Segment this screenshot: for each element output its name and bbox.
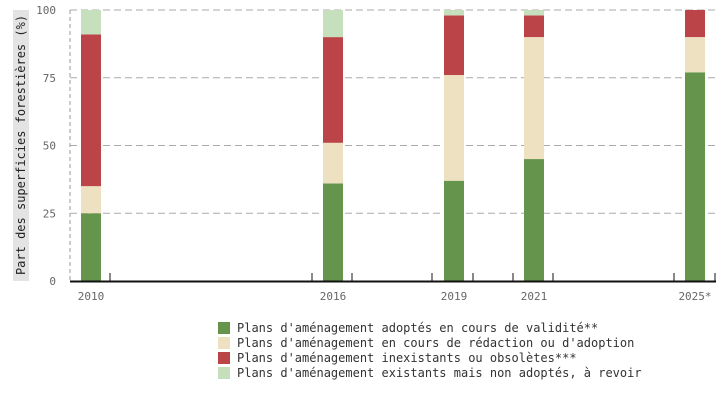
legend-label: Plans d'aménagement adoptés en cours de …	[237, 320, 599, 335]
bar-segment	[524, 15, 544, 38]
legend-item-adopted: Plans d'aménagement adoptés en cours de …	[218, 320, 642, 335]
legend-label: Plans d'aménagement inexistants ou obsol…	[237, 350, 577, 365]
y-tick-label: 50	[43, 140, 56, 153]
stacked-bar-chart: 0 25 50 75 100 2010 2016 2019 2021 2025*	[36, 4, 716, 303]
legend-item-to-review: Plans d'aménagement existants mais non a…	[218, 365, 642, 380]
bar-segment	[81, 34, 101, 187]
legend-label: Plans d'aménagement en cours de rédactio…	[237, 335, 635, 350]
x-tick-label: 2021	[521, 290, 548, 303]
x-tick-label: 2025*	[678, 290, 711, 303]
y-tick-label: 100	[36, 4, 56, 17]
bar-segment	[685, 10, 705, 38]
x-tick-label: 2016	[320, 290, 347, 303]
bar-segment	[444, 15, 464, 76]
x-tick-label: 2010	[78, 290, 105, 303]
legend-swatch-icon	[218, 366, 230, 379]
x-tick-label: 2019	[441, 290, 468, 303]
legend-label: Plans d'aménagement existants mais non a…	[237, 365, 642, 380]
bar-segment	[323, 37, 343, 143]
bar-segment	[685, 37, 705, 73]
bar-segment	[81, 213, 101, 281]
legend-swatch-icon	[218, 336, 230, 349]
legend: Plans d'aménagement adoptés en cours de …	[218, 320, 642, 380]
y-tick-label: 75	[43, 72, 56, 85]
legend-swatch-icon	[218, 351, 230, 364]
legend-swatch-icon	[218, 321, 230, 334]
bar-segment	[81, 10, 101, 35]
bar-segment	[323, 10, 343, 38]
bar-segment	[524, 10, 544, 16]
bar-segment	[444, 75, 464, 181]
bar-segment	[323, 142, 343, 184]
bar-segment	[685, 72, 705, 281]
y-tick-label: 0	[49, 275, 56, 288]
y-tick-label: 25	[43, 207, 56, 220]
y-axis-label-background	[13, 10, 29, 281]
legend-item-in-progress: Plans d'aménagement en cours de rédactio…	[218, 335, 642, 350]
bar-segment	[444, 180, 464, 281]
bar-segment	[524, 159, 544, 281]
bar-segment	[524, 37, 544, 160]
bar-segment	[81, 186, 101, 214]
legend-item-nonexistent: Plans d'aménagement inexistants ou obsol…	[218, 350, 642, 365]
bar-segment	[323, 183, 343, 281]
bar-segment	[444, 10, 464, 16]
